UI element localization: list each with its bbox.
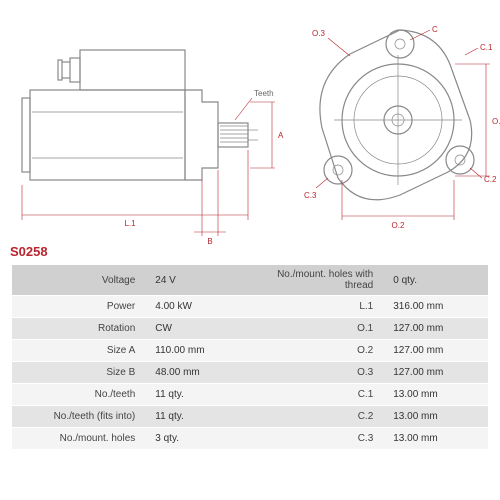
spec-row: Voltage24 VNo./mount. holes with thread0…	[12, 265, 488, 296]
spec-row: RotationCWO.1127.00 mm	[12, 318, 488, 340]
dim-C2: C.2	[484, 175, 497, 184]
spec-label: C.1	[250, 384, 383, 406]
spec-label: Rotation	[12, 318, 145, 340]
dim-C3: C.3	[304, 191, 317, 200]
dim-O2: O.2	[392, 221, 405, 230]
spec-label: No./teeth	[12, 384, 145, 406]
spec-label: Size B	[12, 362, 145, 384]
front-view: O.1 O.2 O.3 C C.1 C.2 C.3	[304, 25, 500, 230]
spec-label: No./mount. holes	[12, 428, 145, 450]
spec-label: L.1	[250, 296, 383, 318]
spec-label: O.2	[250, 340, 383, 362]
dim-L1: L.1	[124, 219, 136, 228]
technical-drawing: L.1 B A Teeth	[0, 0, 500, 265]
spec-label: C.3	[250, 428, 383, 450]
drawing-svg: L.1 B A Teeth	[0, 0, 500, 265]
spec-label: No./mount. holes with thread	[250, 265, 383, 296]
spec-value: 127.00 mm	[383, 340, 488, 362]
spec-value: 13.00 mm	[383, 384, 488, 406]
spec-row: Power4.00 kWL.1316.00 mm	[12, 296, 488, 318]
dim-C: C	[432, 25, 438, 34]
spec-value: 4.00 kW	[145, 296, 250, 318]
spec-value: 24 V	[145, 265, 250, 296]
spec-label: Size A	[12, 340, 145, 362]
label-teeth: Teeth	[254, 89, 274, 98]
dim-B: B	[207, 237, 212, 246]
dim-A: A	[278, 131, 284, 140]
spec-label: Voltage	[12, 265, 145, 296]
spec-row: No./mount. holes3 qty.C.313.00 mm	[12, 428, 488, 450]
spec-label: O.3	[250, 362, 383, 384]
spec-value: 0 qty.	[383, 265, 488, 296]
spec-value: 48.00 mm	[145, 362, 250, 384]
side-view: L.1 B A Teeth	[22, 50, 284, 246]
specs: Voltage24 VNo./mount. holes with thread0…	[12, 265, 488, 450]
spec-table: Voltage24 VNo./mount. holes with thread0…	[0, 265, 500, 500]
spec-value: CW	[145, 318, 250, 340]
spec-value: 13.00 mm	[383, 406, 488, 428]
spec-value: 127.00 mm	[383, 318, 488, 340]
part-number: S0258	[10, 244, 48, 259]
spec-value: 316.00 mm	[383, 296, 488, 318]
spec-value: 110.00 mm	[145, 340, 250, 362]
spec-label: Power	[12, 296, 145, 318]
spec-row: Size A110.00 mmO.2127.00 mm	[12, 340, 488, 362]
spec-label: No./teeth (fits into)	[12, 406, 145, 428]
dim-O3: O.3	[312, 29, 325, 38]
spec-value: 11 qty.	[145, 384, 250, 406]
spec-row: No./teeth11 qty.C.113.00 mm	[12, 384, 488, 406]
spec-value: 3 qty.	[145, 428, 250, 450]
spec-row: Size B48.00 mmO.3127.00 mm	[12, 362, 488, 384]
spec-value: 13.00 mm	[383, 428, 488, 450]
dim-C1: C.1	[480, 43, 493, 52]
spec-label: O.1	[250, 318, 383, 340]
spec-value: 127.00 mm	[383, 362, 488, 384]
spec-value: 11 qty.	[145, 406, 250, 428]
spec-row: No./teeth (fits into)11 qty.C.213.00 mm	[12, 406, 488, 428]
spec-label: C.2	[250, 406, 383, 428]
dim-O1: O.1	[492, 117, 500, 126]
